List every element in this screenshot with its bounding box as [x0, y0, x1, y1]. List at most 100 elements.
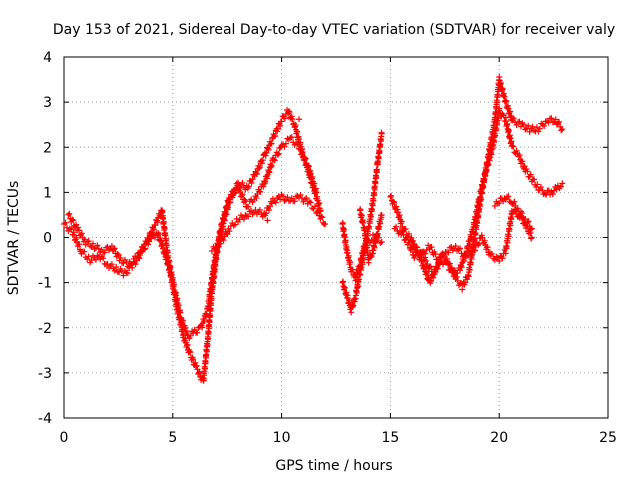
data-point [471, 247, 478, 254]
data-point [434, 265, 441, 272]
data-point [307, 199, 314, 206]
data-point [459, 286, 466, 293]
data-point [180, 317, 187, 324]
data-point [280, 193, 287, 200]
data-point [95, 245, 102, 252]
data-point [525, 218, 532, 225]
data-point [460, 257, 467, 264]
data-point [483, 167, 490, 174]
data-point [314, 208, 321, 215]
data-point [70, 217, 77, 224]
data-point [110, 246, 117, 253]
y-tick-label: 2 [43, 140, 52, 156]
series-track-c [208, 191, 329, 255]
data-point [264, 145, 271, 152]
data-point [358, 212, 365, 219]
data-point [441, 253, 448, 260]
data-point [305, 163, 312, 170]
data-point [191, 326, 198, 333]
data-point [150, 226, 157, 233]
data-point [508, 216, 515, 223]
data-point [527, 171, 534, 178]
data-point [427, 263, 434, 270]
data-point [375, 155, 382, 162]
data-point [155, 231, 162, 238]
data-point [505, 127, 512, 134]
data-point [281, 143, 288, 150]
data-point [313, 189, 320, 196]
data-point [516, 152, 523, 159]
data-point [193, 362, 200, 369]
data-point [205, 336, 212, 343]
data-point [260, 183, 267, 190]
data-point [481, 237, 488, 244]
data-point [124, 270, 131, 277]
data-point [519, 210, 526, 217]
data-point [81, 248, 88, 255]
data-point [116, 269, 123, 276]
series-track-e [339, 219, 385, 284]
data-point [322, 220, 329, 227]
data-point [184, 341, 191, 348]
data-point [217, 227, 224, 234]
data-point [288, 195, 295, 202]
data-point [505, 193, 512, 200]
data-point [347, 259, 354, 266]
data-point [233, 215, 240, 222]
data-point [559, 126, 566, 133]
data-point [393, 203, 400, 210]
y-tick-label: 1 [43, 185, 52, 201]
data-point [475, 240, 482, 247]
data-point [133, 255, 140, 262]
data-point [245, 183, 252, 190]
data-point [554, 120, 561, 127]
data-point [499, 86, 506, 93]
data-point [462, 279, 469, 286]
data-point [497, 79, 504, 86]
data-point [129, 261, 136, 268]
data-point [253, 170, 260, 177]
x-axis-label: GPS time / hours [275, 458, 392, 474]
series-track-i [409, 206, 535, 266]
outlier-points [264, 116, 303, 224]
data-point [210, 269, 217, 276]
data-point [236, 185, 243, 192]
data-point [510, 115, 517, 122]
data-point [551, 187, 558, 194]
data-point [525, 122, 532, 129]
data-point [311, 203, 318, 210]
data-point [358, 255, 365, 262]
data-point [400, 231, 407, 238]
data-point [145, 237, 152, 244]
data-point [94, 242, 101, 249]
data-point [496, 200, 503, 207]
data-point [479, 234, 486, 241]
data-point [559, 180, 566, 187]
data-point [378, 211, 385, 218]
data-point [558, 127, 565, 134]
data-point [474, 242, 481, 249]
x-tick-label: 10 [273, 430, 291, 446]
chart-title: Day 153 of 2021, Sidereal Day-to-day VTE… [53, 22, 615, 38]
data-point [477, 193, 483, 200]
data-point [253, 170, 260, 177]
data-point [167, 264, 174, 271]
data-point [145, 236, 152, 243]
data-point [222, 210, 229, 217]
y-tick-label: 3 [43, 95, 52, 111]
data-point [69, 216, 76, 223]
y-tick-label: -2 [38, 321, 52, 337]
data-point [206, 293, 213, 300]
data-point [161, 225, 168, 232]
data-point [238, 192, 245, 199]
data-point [531, 176, 538, 183]
data-point [387, 193, 394, 200]
data-point [111, 245, 118, 252]
axes: 0 5 10 15 20 25 -4 -3 -2 -1 0 1 2 3 4 [38, 50, 617, 446]
data-point [388, 192, 395, 199]
data-point [522, 215, 529, 222]
data-point [187, 349, 194, 356]
data-point [265, 146, 272, 153]
data-point [451, 267, 458, 274]
